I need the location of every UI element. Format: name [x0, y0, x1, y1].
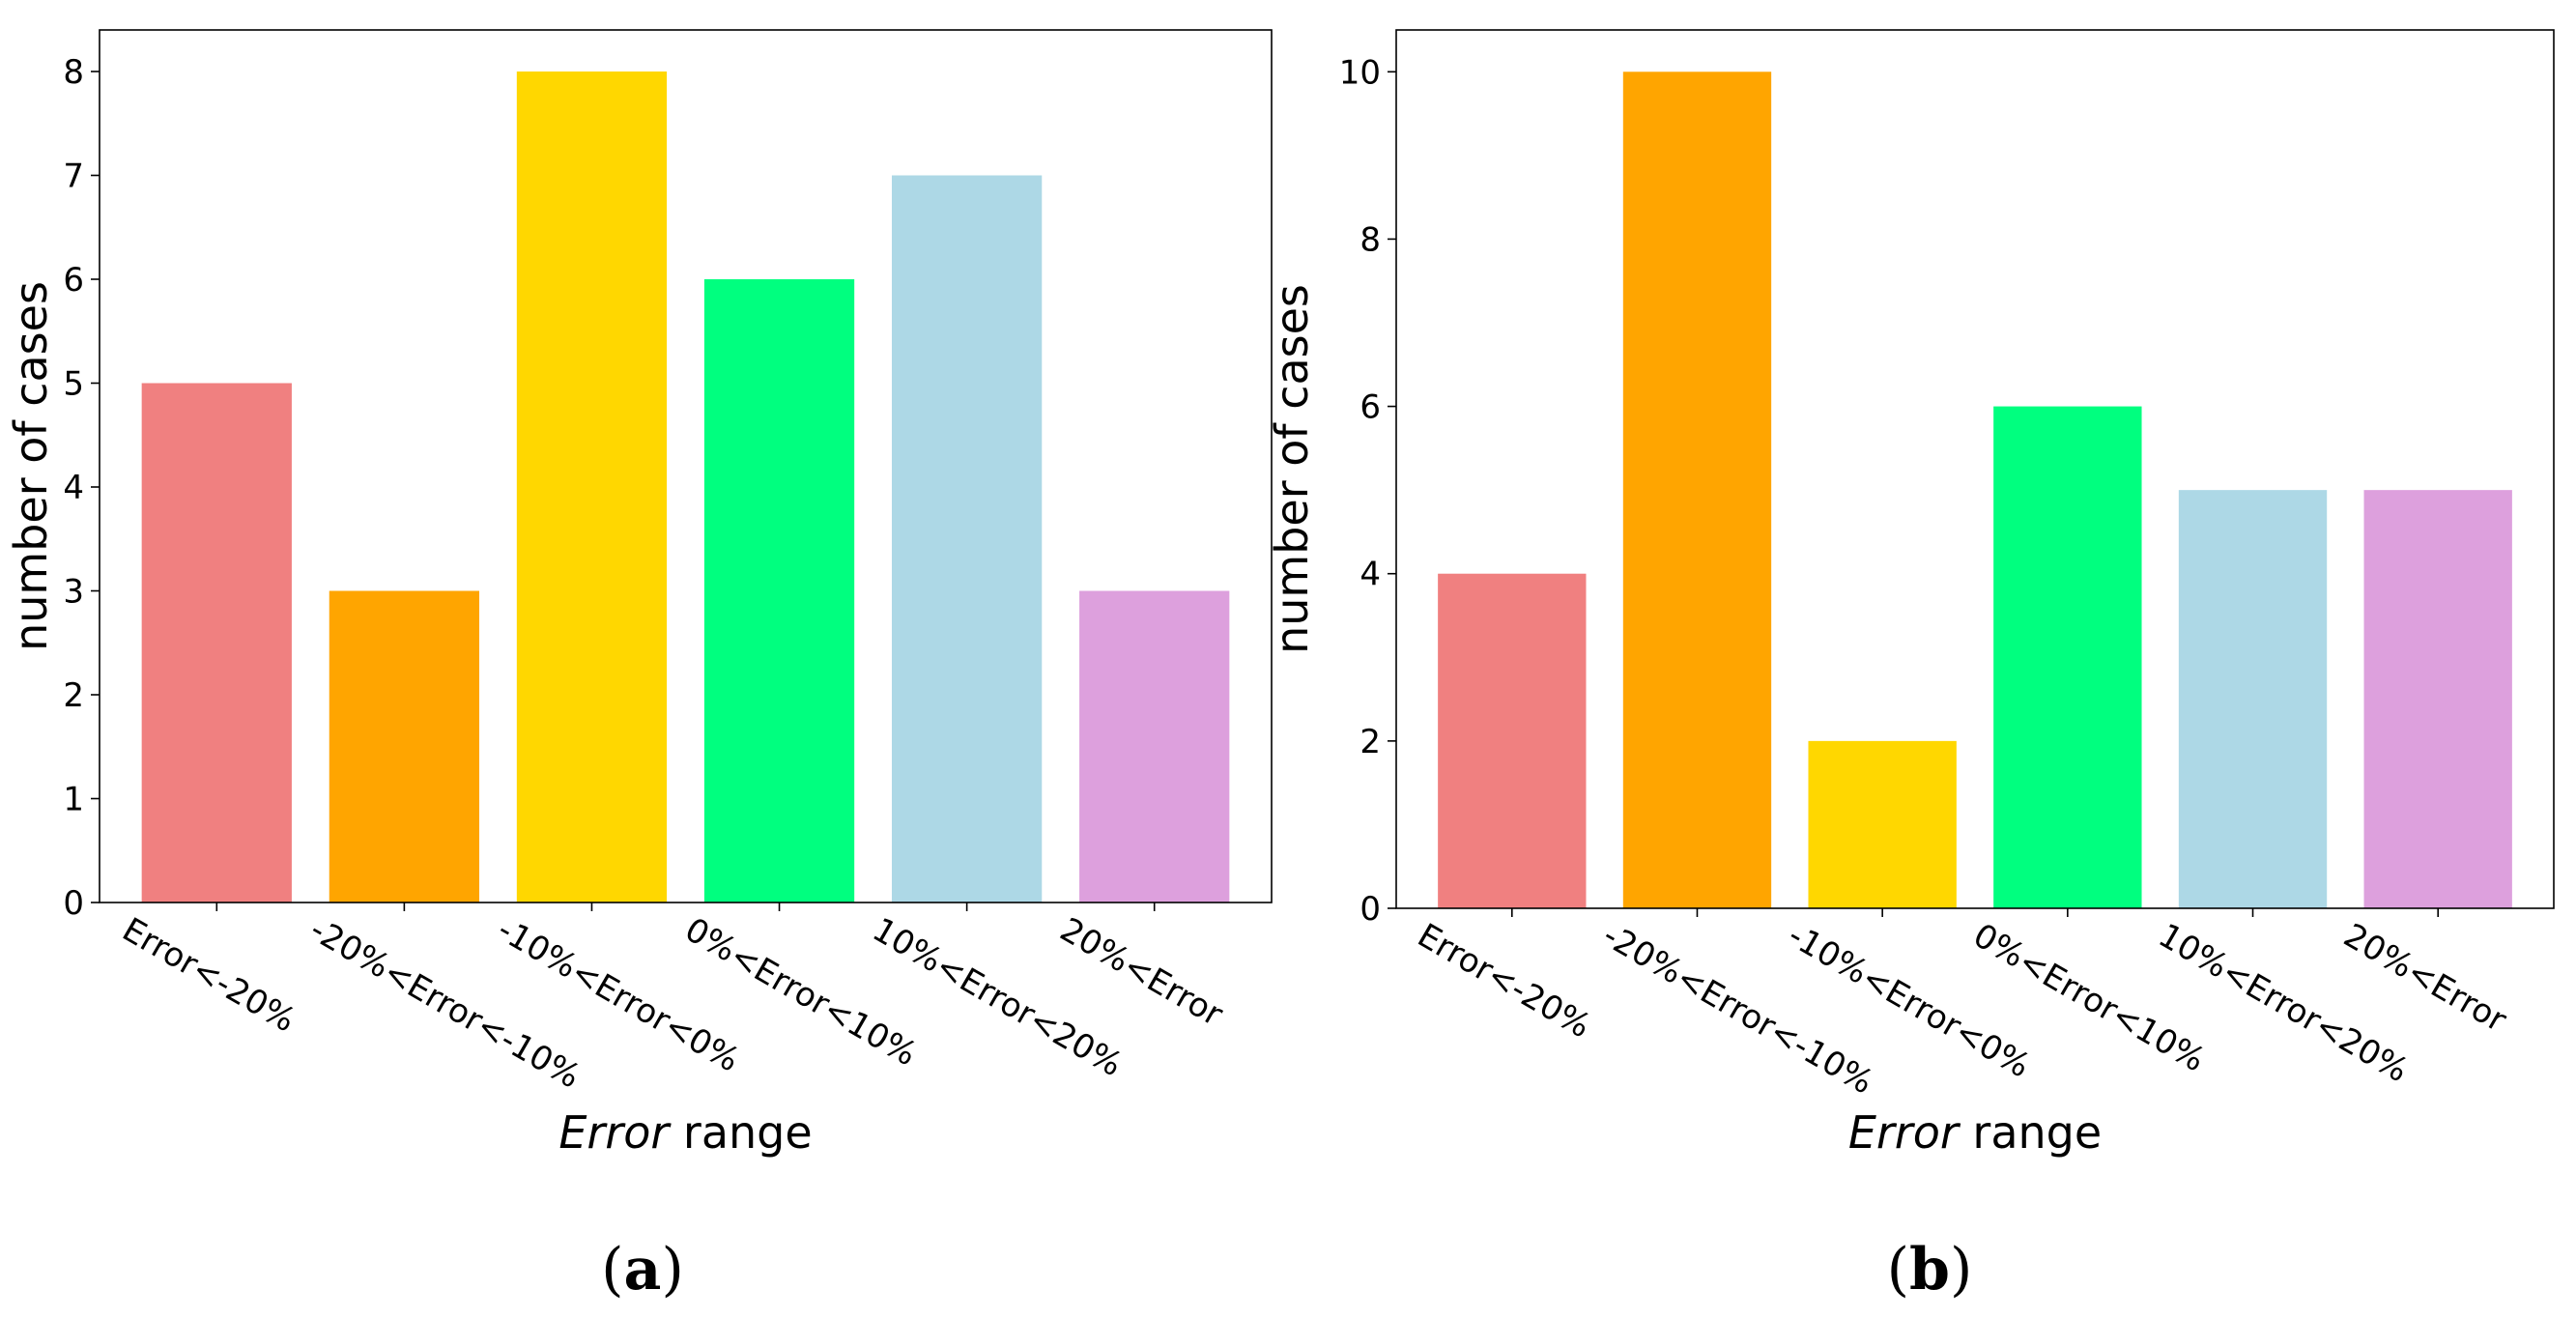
y-axis-title: number of cases	[1266, 284, 1318, 654]
y-tick-label: 8	[1360, 220, 1381, 259]
y-tick-label: 0	[1360, 890, 1381, 929]
panel-label: (a)	[601, 1236, 684, 1304]
x-axis-title-rest: range	[1959, 1106, 2102, 1159]
plot-frame	[1395, 29, 2555, 909]
x-axis-title-italic: Error	[1848, 1106, 1961, 1159]
plot-frame	[99, 29, 1273, 903]
bar-1	[141, 383, 292, 903]
x-axis-title-italic: Error	[558, 1106, 672, 1159]
y-tick-label: 1	[63, 781, 84, 819]
y-tick-label: 3	[63, 573, 84, 612]
y-tick-label: 2	[63, 676, 84, 715]
y-tick-label: 4	[1360, 556, 1381, 594]
bar-4	[1993, 406, 2142, 909]
x-axis-title: Error range	[558, 1106, 812, 1159]
x-axis-title: Error range	[1848, 1106, 2102, 1159]
x-tick-label: Error<-20%	[1411, 916, 1597, 1046]
bar-6	[2363, 490, 2512, 908]
x-tick-label: Error<-20%	[116, 910, 302, 1040]
y-tick-label: 5	[63, 365, 84, 404]
y-tick-label: 0	[63, 884, 84, 923]
y-tick-label: 4	[63, 469, 84, 507]
bar-5	[891, 175, 1043, 903]
y-axis-title: number of cases	[5, 281, 57, 651]
y-tick-label: 2	[1360, 723, 1381, 761]
y-tick-label: 7	[63, 158, 84, 196]
bar-2	[329, 590, 480, 903]
x-tick-label: 20%<Error	[2337, 916, 2513, 1040]
bar-2	[1622, 72, 1772, 909]
y-tick-label: 10	[1339, 53, 1381, 92]
x-axis-title-rest: range	[669, 1106, 812, 1159]
bar-5	[2178, 490, 2328, 908]
panel-label: (b)	[1887, 1236, 1973, 1304]
bar-6	[1079, 590, 1230, 903]
bar-1	[1438, 573, 1587, 908]
y-tick-label: 6	[1360, 388, 1381, 427]
y-tick-label: 8	[63, 53, 84, 92]
bar-3	[516, 72, 668, 903]
bar-4	[703, 279, 855, 903]
x-tick-label: 20%<Error	[1053, 910, 1229, 1034]
y-tick-label: 6	[63, 261, 84, 300]
bar-3	[1808, 740, 1957, 908]
